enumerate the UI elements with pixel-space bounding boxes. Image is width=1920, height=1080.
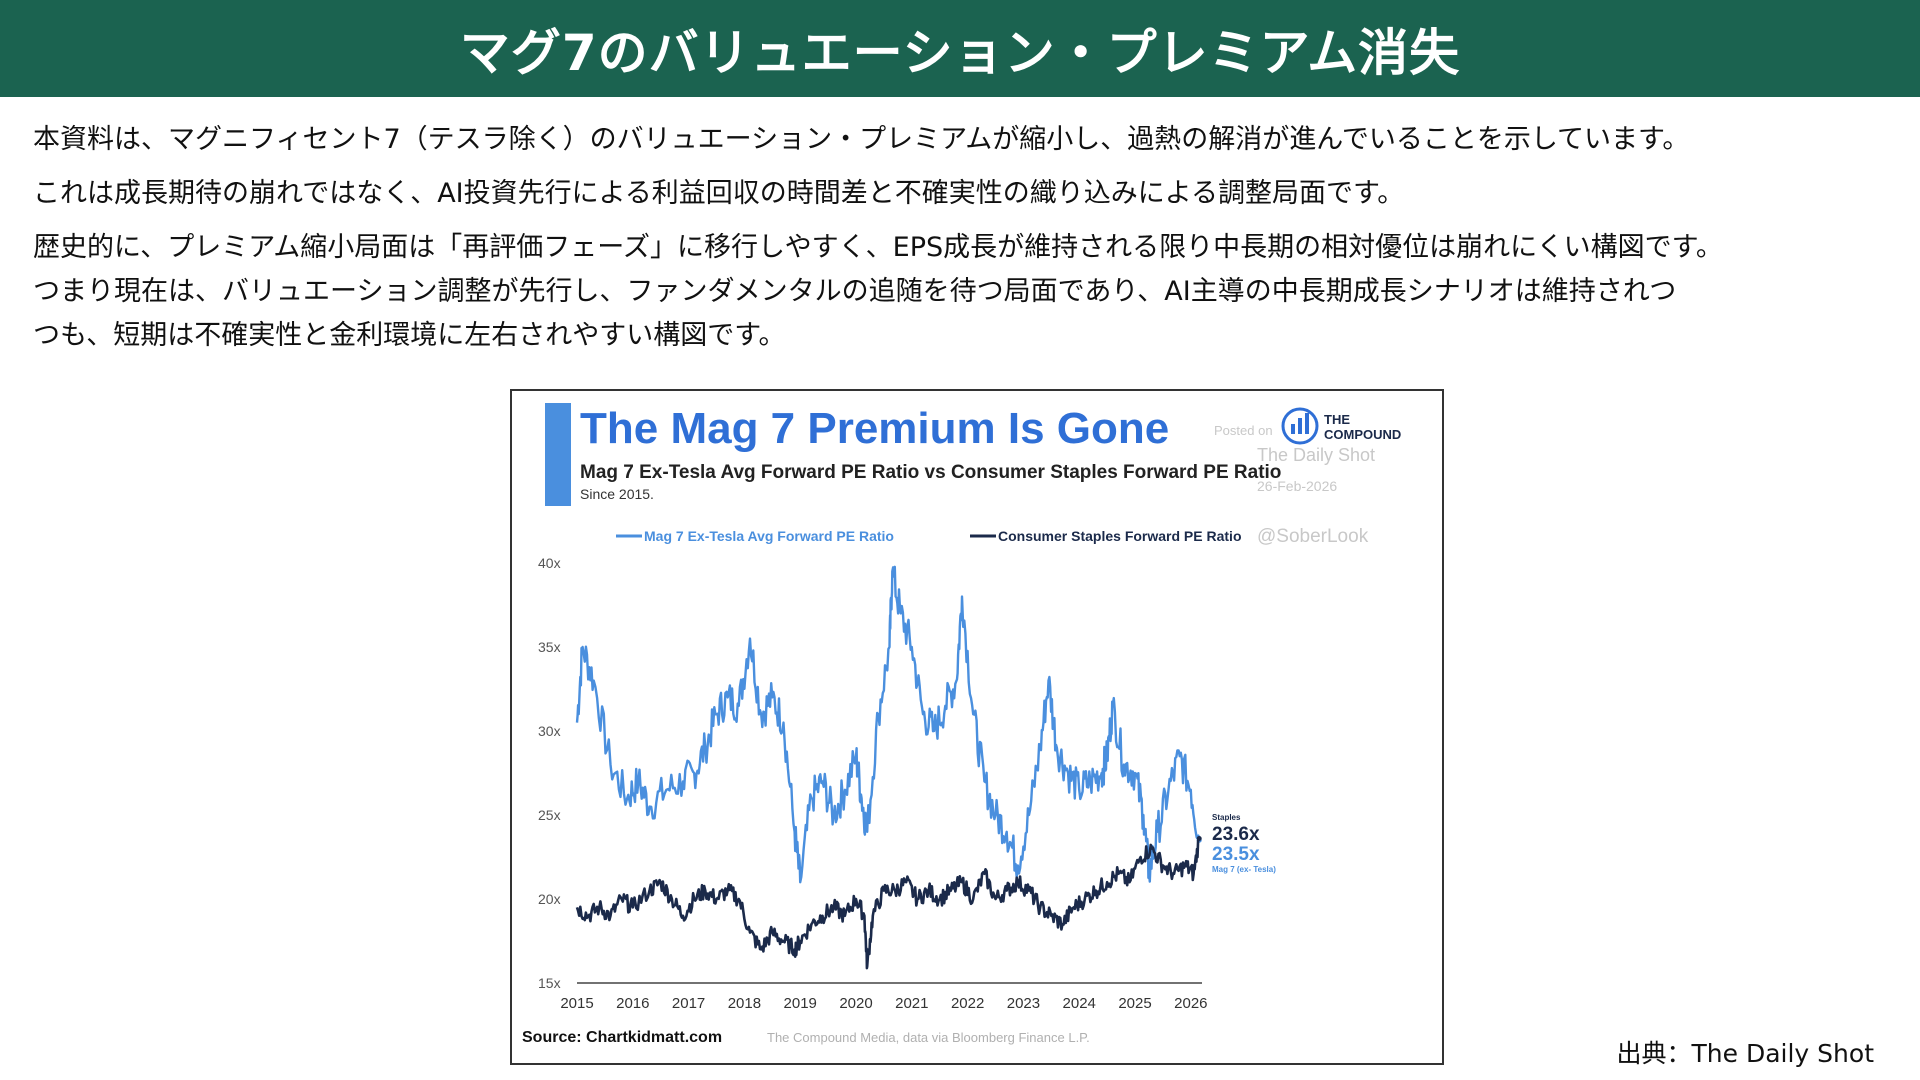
paragraph-4: つまり現在は、バリュエーション調整が先行し、ファンダメンタルの追随を待つ局面であ… bbox=[33, 276, 1677, 307]
chart-subtitle-since: Since 2015. bbox=[580, 486, 654, 502]
series-lines bbox=[575, 565, 1202, 970]
compound-logo-line1: THE bbox=[1324, 412, 1350, 427]
x-axis-ticks: 2015 2016 2017 2018 2019 2020 2021 2022 2023 2024… bbox=[560, 995, 1207, 1012]
series-end-point bbox=[1196, 836, 1202, 842]
y-tick-label: 35x bbox=[538, 639, 561, 655]
x-tick-label: 2018 bbox=[728, 995, 761, 1012]
source-label: Source: Chartkidmatt.com bbox=[522, 1029, 722, 1046]
compound-logo-bar-2 bbox=[1298, 418, 1302, 434]
x-tick-label: 2023 bbox=[1007, 995, 1040, 1012]
y-tick-label: 40x bbox=[538, 555, 561, 571]
x-tick-label: 2016 bbox=[616, 995, 649, 1012]
watermark-line3: 26-Feb-2026 bbox=[1257, 478, 1337, 494]
mag7-end-value: 23.5x bbox=[1212, 844, 1260, 865]
y-tick-label: 15x bbox=[538, 975, 561, 991]
staples-end-sublabel: Staples bbox=[1212, 813, 1241, 822]
slide-header: マグ7のバリュエーション・プレミアム消失 bbox=[0, 0, 1920, 97]
watermark-line1: Posted on bbox=[1214, 423, 1273, 438]
staples-end-value: 23.6x bbox=[1212, 824, 1260, 845]
x-tick-label: 2024 bbox=[1063, 995, 1096, 1012]
x-tick-label: 2020 bbox=[839, 995, 872, 1012]
x-tick-label: 2026 bbox=[1174, 995, 1207, 1012]
x-tick-label: 2025 bbox=[1118, 995, 1151, 1012]
mag7-end-sublabel: Mag 7 (ex- Tesla) bbox=[1212, 865, 1276, 874]
compound-logo-bar-3 bbox=[1305, 413, 1309, 434]
compound-logo: THE COMPOUND bbox=[1281, 407, 1401, 445]
y-tick-label: 30x bbox=[538, 723, 561, 739]
chart-svg: The Mag 7 Premium Is Gone Mag 7 Ex-Tesla… bbox=[522, 403, 1401, 1046]
x-tick-label: 2021 bbox=[895, 995, 928, 1012]
chart-title: The Mag 7 Premium Is Gone bbox=[580, 404, 1169, 453]
summary-text: 本資料は、マグニフィセント7（テスラ除く）のバリュエーション・プレミアムが縮小し… bbox=[33, 118, 1893, 358]
x-tick-label: 2017 bbox=[672, 995, 705, 1012]
compound-logo-icon bbox=[1281, 407, 1319, 445]
chart-frame: The Mag 7 Premium Is Gone Mag 7 Ex-Tesla… bbox=[510, 389, 1444, 1065]
watermark: Posted on The Daily Shot 26-Feb-2026 @So… bbox=[1214, 423, 1375, 547]
x-tick-label: 2015 bbox=[560, 995, 593, 1012]
source-credit: 出典：The Daily Shot bbox=[1616, 1039, 1874, 1068]
paragraph-1: 本資料は、マグニフィセント7（テスラ除く）のバリュエーション・プレミアムが縮小し… bbox=[33, 124, 1690, 155]
legend-label-staples: Consumer Staples Forward PE Ratio bbox=[998, 528, 1242, 544]
compound-logo-line2: COMPOUND bbox=[1324, 427, 1401, 442]
page-title: マグ7のバリュエーション・プレミアム消失 bbox=[459, 23, 1461, 82]
compound-logo-bar-1 bbox=[1291, 424, 1295, 434]
watermark-line2: The Daily Shot bbox=[1257, 445, 1375, 465]
chart-subtitle: Mag 7 Ex-Tesla Avg Forward PE Ratio vs C… bbox=[580, 462, 1281, 483]
paragraph-2: これは成長期待の崩れではなく、AI投資先行による利益回収の時間差と不確実性の織り… bbox=[33, 178, 1405, 209]
title-accent-bar bbox=[545, 403, 571, 506]
x-tick-label: 2019 bbox=[784, 995, 817, 1012]
paragraph-5: つも、短期は不確実性と金利環境に左右されやすい構図です。 bbox=[33, 320, 786, 351]
series-line bbox=[575, 836, 1201, 970]
chart-legend: Mag 7 Ex-Tesla Avg Forward PE Ratio Cons… bbox=[616, 528, 1242, 544]
y-tick-label: 25x bbox=[538, 807, 561, 823]
source-detail: The Compound Media, data via Bloomberg F… bbox=[767, 1030, 1090, 1045]
series-line bbox=[575, 565, 1201, 884]
legend-label-mag7: Mag 7 Ex-Tesla Avg Forward PE Ratio bbox=[644, 528, 894, 544]
paragraph-3: 歴史的に、プレミアム縮小局面は「再評価フェーズ」に移行しやすく、EPS成長が維持… bbox=[33, 232, 1723, 263]
x-tick-label: 2022 bbox=[951, 995, 984, 1012]
y-tick-label: 20x bbox=[538, 891, 561, 907]
watermark-line4: @SoberLook bbox=[1257, 526, 1369, 547]
y-axis-ticks: 15x 20x 25x 30x 35x 40x bbox=[538, 555, 561, 991]
